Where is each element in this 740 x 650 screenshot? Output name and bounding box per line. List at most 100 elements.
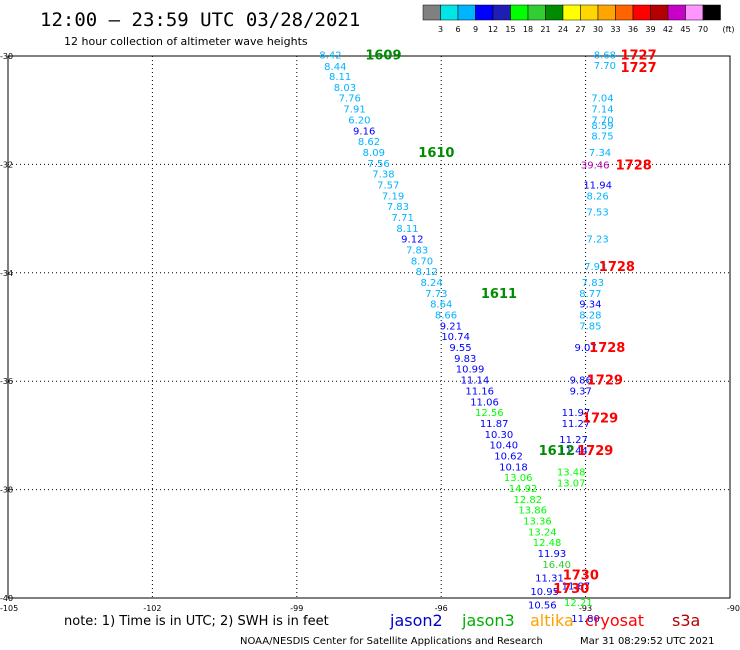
pass-time-label: 1611 bbox=[481, 287, 517, 302]
swh-value: 8.64 bbox=[430, 300, 452, 311]
swh-value: 8.11 bbox=[396, 224, 418, 235]
legend-s3a: s3a bbox=[672, 611, 700, 630]
swh-value: 7.53 bbox=[587, 208, 609, 219]
scale-label: 39 bbox=[645, 25, 655, 34]
scale-swatch bbox=[475, 4, 494, 21]
scale-label: 12 bbox=[488, 25, 498, 34]
swh-value: 11.87 bbox=[480, 419, 509, 430]
swh-value: 7.38 bbox=[372, 170, 394, 181]
swh-value: 8.62 bbox=[358, 137, 380, 148]
scale-swatch bbox=[457, 4, 476, 21]
swh-value: 14.92 bbox=[509, 484, 538, 495]
swh-value: 11.16 bbox=[465, 386, 494, 397]
swh-value: 8.68 bbox=[594, 50, 616, 61]
scale-swatch bbox=[685, 4, 704, 21]
scale-swatch bbox=[527, 4, 546, 21]
pass-time-label: 1730 bbox=[553, 582, 589, 597]
swh-value: 7.04 bbox=[591, 94, 613, 105]
swh-value: 9.83 bbox=[454, 354, 476, 365]
swh-value: 11.97 bbox=[562, 408, 591, 419]
swh-value: 11.27 bbox=[559, 435, 588, 446]
swh-value: 8.24 bbox=[420, 278, 442, 289]
lon-label: -96 bbox=[435, 604, 448, 613]
swh-value: 7.70 bbox=[594, 61, 616, 72]
legend-jason2: jason2 bbox=[389, 611, 443, 630]
swh-value: 10.40 bbox=[489, 441, 518, 452]
pass-time-label: 1728 bbox=[589, 341, 625, 356]
scale-label: 33 bbox=[610, 25, 620, 34]
scale-swatch bbox=[702, 4, 721, 21]
scale-label: 18 bbox=[523, 25, 533, 34]
swh-value: 8.42 bbox=[319, 50, 341, 61]
scale-label: 21 bbox=[540, 25, 550, 34]
page-subtitle: 12 hour collection of altimeter wave hei… bbox=[64, 35, 308, 48]
pass-time-label: 1729 bbox=[577, 444, 613, 459]
scale-label: 36 bbox=[628, 25, 638, 34]
pass-time-label: 1727 bbox=[620, 48, 656, 63]
swh-value: 11.31 bbox=[535, 573, 564, 584]
swh-value: 9.37 bbox=[570, 386, 592, 397]
swh-value: 7.14 bbox=[591, 105, 613, 116]
lon-label: -99 bbox=[290, 604, 303, 613]
swh-value: 7.70 bbox=[591, 115, 613, 126]
scale-label: 70 bbox=[698, 25, 708, 34]
note-text: note: 1) Time is in UTC; 2) SWH is in fe… bbox=[64, 614, 329, 629]
swh-value: 7.93 bbox=[584, 262, 606, 273]
scale-label: 30 bbox=[593, 25, 603, 34]
pass-time-label: 1730 bbox=[563, 569, 599, 584]
scale-swatch bbox=[650, 4, 669, 21]
swh-value: 10.62 bbox=[494, 451, 523, 462]
color-scale: 3 6 9 12 15 18 21 24 27 30 33 36 39 42 45 70 (ft) bbox=[422, 4, 735, 34]
page-title: 12:00 – 23:59 UTC 03/28/2021 bbox=[40, 9, 360, 31]
swh-value: 7.91 bbox=[343, 105, 365, 116]
swh-value: 7.76 bbox=[339, 94, 361, 105]
swh-value: 11.27 bbox=[562, 419, 591, 430]
scale-swatch bbox=[632, 4, 651, 21]
swh-value: 7.56 bbox=[367, 159, 389, 170]
swh-value: 13.24 bbox=[528, 527, 557, 538]
scale-swatch bbox=[667, 4, 686, 21]
scale-label: 15 bbox=[505, 25, 515, 34]
wave-height-values: 8.428.448.118.037.767.916.209.168.628.09… bbox=[319, 50, 616, 625]
lon-label: -105 bbox=[0, 604, 18, 613]
legend-cryosat: cryosat bbox=[585, 611, 644, 630]
swh-value: 9.55 bbox=[449, 343, 471, 354]
longitude-labels: -105 -102 -99 -96 -93 -90 bbox=[0, 604, 740, 613]
scale-label: 27 bbox=[575, 25, 585, 34]
lon-label: -102 bbox=[143, 604, 161, 613]
swh-value: 13.86 bbox=[518, 506, 547, 517]
scale-label: 42 bbox=[663, 25, 673, 34]
scale-swatch bbox=[597, 4, 616, 21]
swh-value: 8.28 bbox=[579, 311, 601, 322]
scale-label: 24 bbox=[558, 25, 568, 34]
swh-value: 13.06 bbox=[504, 473, 533, 484]
pass-time-label: 1728 bbox=[616, 158, 652, 173]
latitude-labels: -30 -32 -34 -36 -38 -40 bbox=[0, 52, 13, 603]
plot-area: -30-32-34-36-38-40 -105 -102 -99 -96 -93 -90 … bbox=[0, 48, 740, 625]
pass-time-label: 1729 bbox=[582, 412, 618, 427]
swh-value: 12.56 bbox=[475, 408, 504, 419]
lat-label: -34 bbox=[0, 269, 13, 278]
credit-text: NOAA/NESDIS Center for Satellite Applica… bbox=[240, 636, 543, 647]
grid-lines bbox=[8, 56, 730, 598]
swh-value: 13.07 bbox=[557, 479, 586, 490]
scale-label: 3 bbox=[438, 25, 443, 34]
swh-value: 11.44 bbox=[559, 446, 588, 457]
swh-value: 10.74 bbox=[441, 332, 470, 343]
swh-value: 7.83 bbox=[406, 245, 428, 256]
swh-value: 16.40 bbox=[542, 560, 571, 571]
swh-value: 10.95 bbox=[530, 587, 559, 598]
pass-time-label: 1610 bbox=[418, 146, 454, 161]
swh-value: 12.48 bbox=[533, 538, 562, 549]
swh-value: 10.99 bbox=[456, 365, 485, 376]
pass-time-label: 1609 bbox=[365, 48, 401, 63]
pass-time-label: 1729 bbox=[587, 374, 623, 389]
swh-value: 11.93 bbox=[538, 549, 567, 560]
swh-value: 6.20 bbox=[348, 115, 370, 126]
swh-value: 7.57 bbox=[377, 180, 399, 191]
swh-value: 7.73 bbox=[425, 289, 447, 300]
swh-value: 8.26 bbox=[587, 191, 609, 202]
lat-label: -32 bbox=[0, 160, 13, 169]
scale-swatch bbox=[492, 4, 511, 21]
